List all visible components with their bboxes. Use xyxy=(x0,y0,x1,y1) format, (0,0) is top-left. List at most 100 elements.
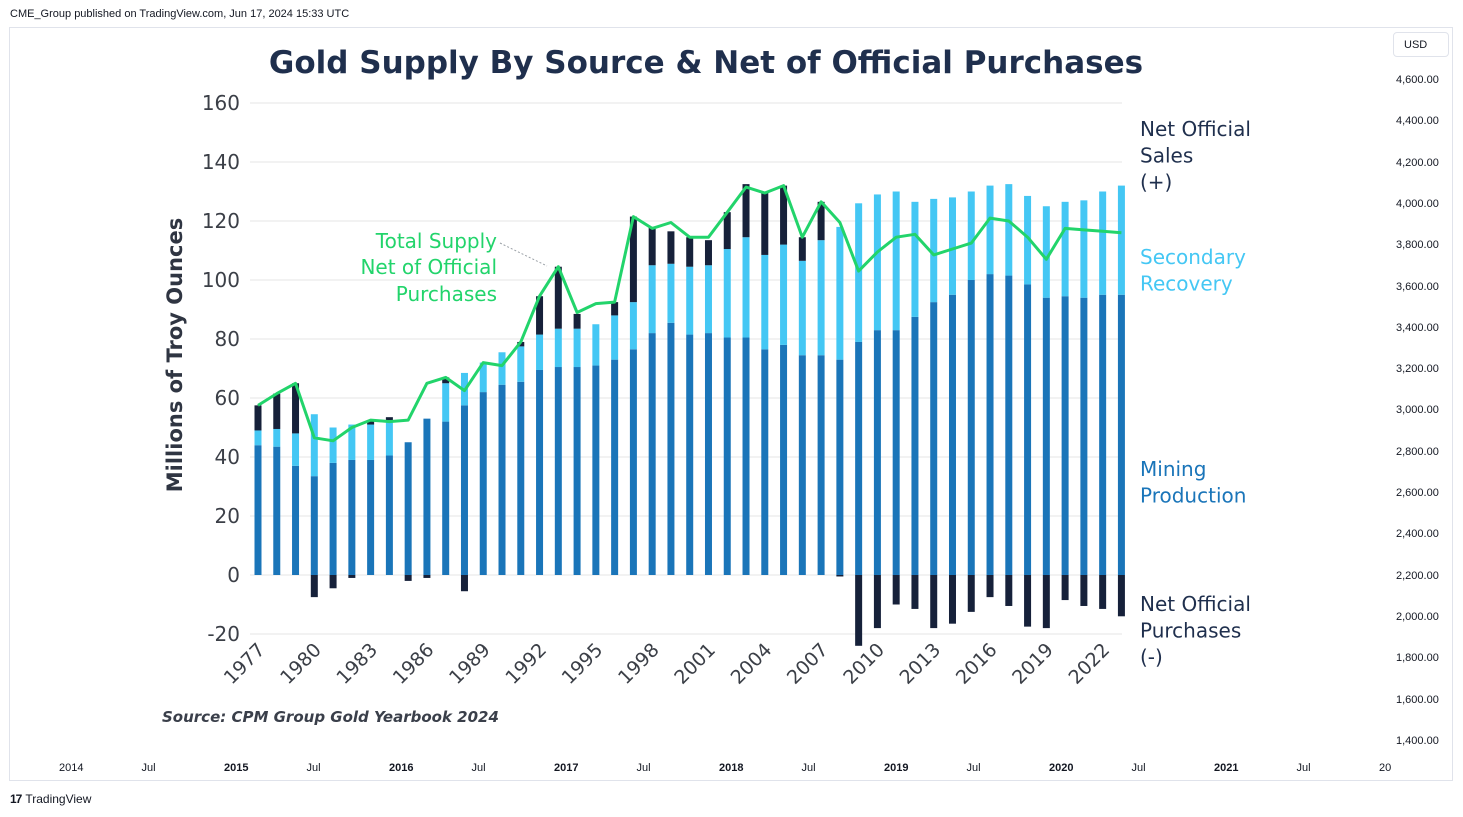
publish-info: CME_Group published on TradingView.com, … xyxy=(10,8,350,20)
bar-secondary-2022 xyxy=(1099,191,1107,295)
bar-secondary-1981 xyxy=(329,427,337,463)
bar-secondary-2014 xyxy=(948,197,956,295)
bar-mining-1995 xyxy=(592,365,600,575)
bar-mining-1984 xyxy=(385,455,393,575)
x-tick-label: 2022 xyxy=(1064,639,1114,689)
bar-secondary-2009 xyxy=(855,203,863,342)
bar-secondary-2005 xyxy=(780,244,788,345)
x-tick-label: 2013 xyxy=(896,639,946,689)
bar-official-sales-1987 xyxy=(442,377,450,384)
time-tick: 2021 xyxy=(1214,762,1239,774)
price-tick: 2,400.00 xyxy=(1396,528,1439,541)
bar-secondary-2000 xyxy=(686,266,694,335)
price-tick: 2,800.00 xyxy=(1396,445,1439,458)
bar-official-sales-1998 xyxy=(648,226,656,266)
bar-secondary-2012 xyxy=(911,201,919,317)
bar-mining-1982 xyxy=(348,459,356,575)
bar-mining-2011 xyxy=(892,330,900,575)
price-tick: 4,400.00 xyxy=(1396,115,1439,128)
bar-mining-1992 xyxy=(536,369,544,575)
price-tick: 2,200.00 xyxy=(1396,569,1439,582)
bar-official-sales-1983 xyxy=(367,420,375,425)
bar-secondary-2020 xyxy=(1061,201,1069,297)
x-tick-label: 1998 xyxy=(614,639,664,689)
time-tick: 20 xyxy=(1379,762,1392,774)
bar-mining-2019 xyxy=(1042,297,1050,575)
bar-official-purchases-1986 xyxy=(423,575,431,578)
x-tick-label: 2007 xyxy=(783,639,833,689)
bar-official-sales-2002 xyxy=(723,212,731,250)
y-tick-label: 0 xyxy=(227,563,240,587)
legend-label: Recovery xyxy=(1140,272,1233,296)
bar-official-sales-1999 xyxy=(667,231,675,264)
bar-mining-1981 xyxy=(329,462,337,575)
bar-secondary-2018 xyxy=(1024,195,1032,285)
bar-secondary-1999 xyxy=(667,263,675,323)
bar-official-sales-1996 xyxy=(611,302,619,316)
time-tick: Jul xyxy=(966,762,981,774)
bar-official-purchases-2018 xyxy=(1024,575,1032,627)
price-tick: 2,000.00 xyxy=(1396,610,1439,623)
tradingview-logo-icon: 17 xyxy=(10,792,22,806)
bar-secondary-1994 xyxy=(573,328,581,368)
y-tick-label: -20 xyxy=(207,622,240,646)
x-tick-label: 1977 xyxy=(220,639,270,689)
bar-mining-1998 xyxy=(648,333,656,575)
bar-mining-1987 xyxy=(442,421,450,575)
legend-label: Net Official xyxy=(1140,117,1251,141)
bar-secondary-2003 xyxy=(742,237,750,338)
bar-mining-1977 xyxy=(254,445,262,575)
bar-official-sales-1992 xyxy=(536,296,544,335)
tradingview-logo[interactable]: 17 TradingView xyxy=(10,792,91,806)
time-tick: 2016 xyxy=(389,762,414,774)
gridlines xyxy=(250,102,1122,635)
total-supply-line xyxy=(257,184,1122,443)
bar-official-purchases-1988 xyxy=(460,575,468,592)
price-tick: 4,000.00 xyxy=(1396,197,1439,210)
bar-secondary-1990 xyxy=(498,352,506,385)
legend-label: Production xyxy=(1140,484,1246,508)
bar-secondary-2021 xyxy=(1080,200,1088,298)
bar-official-sales-1984 xyxy=(385,417,393,421)
annotation-line3: Purchases xyxy=(396,282,497,306)
bar-mining-2012 xyxy=(911,316,919,575)
legend-label: Purchases xyxy=(1140,619,1241,643)
bar-official-sales-1993 xyxy=(554,266,562,329)
bar-mining-1994 xyxy=(573,367,581,575)
bar-secondary-1995 xyxy=(592,324,600,366)
bar-official-purchases-2022 xyxy=(1099,575,1107,609)
y-tick-label: 140 xyxy=(202,150,240,174)
price-tick: 3,200.00 xyxy=(1396,363,1439,376)
price-tick: 4,200.00 xyxy=(1396,156,1439,169)
bar-official-purchases-2012 xyxy=(911,575,919,609)
bar-mining-1983 xyxy=(367,459,375,575)
time-tick: 2018 xyxy=(719,762,744,774)
bar-mining-1996 xyxy=(611,359,619,575)
bar-official-sales-1977 xyxy=(254,405,262,431)
bar-mining-2006 xyxy=(798,355,806,575)
bar-mining-2016 xyxy=(986,274,994,575)
bar-mining-2022 xyxy=(1099,294,1107,575)
bar-official-purchases-2014 xyxy=(948,575,956,624)
x-tick-label: 2016 xyxy=(952,639,1002,689)
bar-mining-1979 xyxy=(292,465,300,575)
time-tick: 2017 xyxy=(554,762,579,774)
bar-mining-2014 xyxy=(948,294,956,575)
bar-secondary-1997 xyxy=(629,302,637,350)
bar-mining-2015 xyxy=(967,280,975,575)
y-tick-label: 120 xyxy=(202,209,240,233)
currency-button[interactable]: USD xyxy=(1393,32,1449,57)
chart-pane[interactable] xyxy=(9,27,1453,781)
bar-official-purchases-2023 xyxy=(1117,575,1125,617)
bar-secondary-2015 xyxy=(967,191,975,280)
bar-official-sales-1997 xyxy=(629,216,637,303)
annotation-line2: Net of Official xyxy=(360,255,497,279)
bar-secondary-1992 xyxy=(536,334,544,370)
annotation-leader xyxy=(499,242,548,267)
bar-secondary-1989 xyxy=(479,362,487,393)
y-tick-labels: 160 140 120 100 80 60 40 20 0 -20 xyxy=(202,91,240,646)
bar-mining-2003 xyxy=(742,337,750,575)
x-tick-label: 2019 xyxy=(1008,639,1058,689)
bar-official-purchases-2013 xyxy=(930,575,938,629)
bar-official-purchases-2020 xyxy=(1061,575,1069,601)
